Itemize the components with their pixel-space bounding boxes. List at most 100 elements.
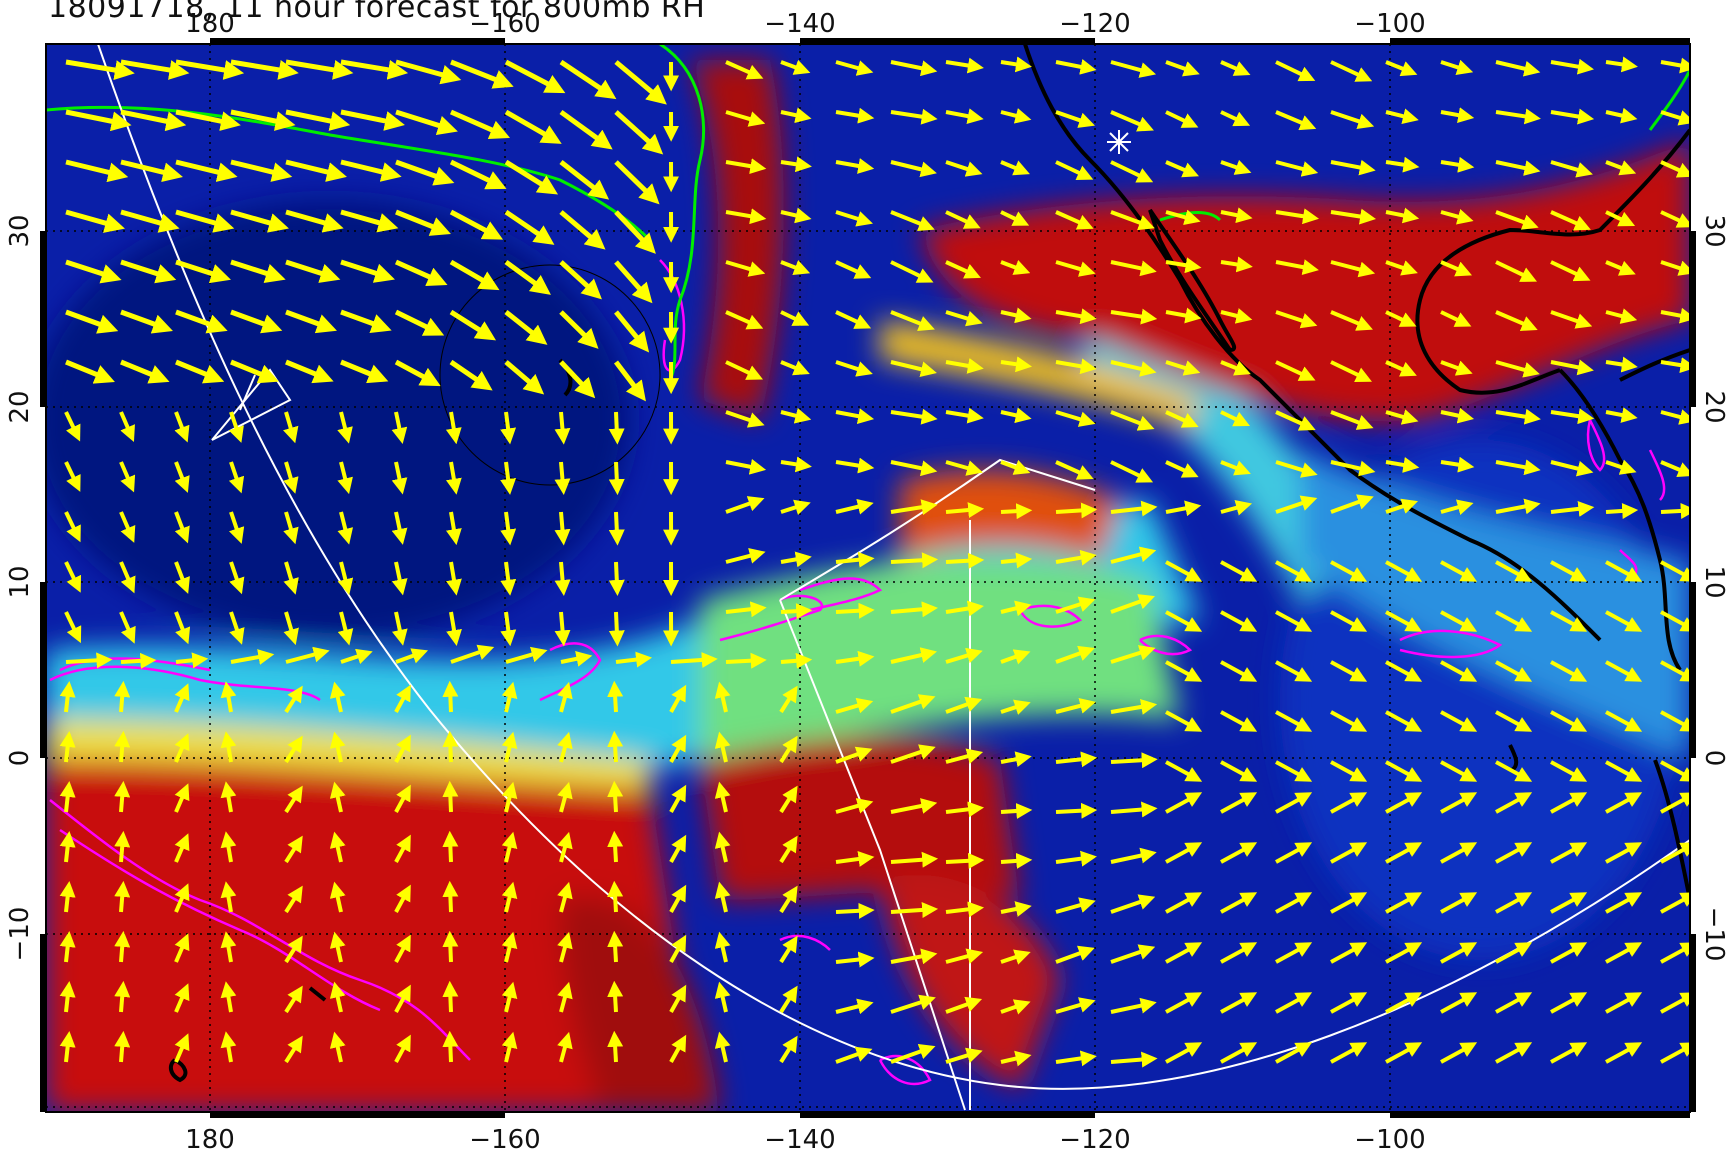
wind-vector	[1220, 207, 1253, 224]
wind-vector	[1330, 892, 1368, 914]
wind-vector	[505, 646, 548, 664]
wind-vector	[725, 110, 766, 127]
wind-vector	[283, 511, 299, 545]
wind-vector	[835, 408, 875, 425]
wind-vector	[220, 731, 237, 763]
wind-vector	[1385, 457, 1420, 473]
wind-vector	[1550, 160, 1593, 178]
wind-vector	[1660, 357, 1690, 374]
wind-vector	[1000, 751, 1032, 768]
wind-vector	[394, 784, 411, 813]
wind-vector	[554, 461, 571, 495]
wind-vector	[500, 511, 517, 546]
wind-vector	[1275, 460, 1318, 478]
wind-vector	[725, 60, 764, 80]
wind-vector	[394, 684, 411, 713]
wind-vector	[945, 460, 983, 476]
wind-vector	[174, 683, 190, 713]
wind-vector	[725, 360, 764, 380]
wind-vector	[504, 310, 548, 345]
wind-vector	[554, 411, 571, 445]
wind-vector	[835, 457, 875, 474]
lon-label-bottom: 180	[185, 1125, 235, 1155]
wind-vector	[114, 730, 131, 763]
wind-vector	[945, 160, 983, 177]
wind-vector	[1660, 942, 1690, 964]
wind-vector	[1165, 257, 1202, 274]
wind-vector	[608, 611, 625, 647]
wind-vector	[175, 159, 238, 182]
lat-label-right: 10	[1699, 565, 1729, 598]
wind-vector	[945, 600, 984, 617]
wind-vector	[1660, 110, 1690, 126]
wind-vector	[283, 411, 299, 444]
wind-vector	[607, 780, 624, 813]
wind-vector	[1165, 892, 1203, 914]
wind-vector	[1550, 460, 1594, 477]
wind-vector	[1330, 208, 1377, 225]
wind-vector	[114, 830, 131, 863]
wind-vector	[65, 359, 115, 384]
wind-vector	[945, 996, 983, 1014]
graticule	[46, 44, 1690, 1112]
lat-label-right: −10	[1699, 907, 1729, 962]
wind-vector	[1495, 360, 1540, 378]
wind-vector	[1165, 110, 1199, 128]
wind-vector	[395, 648, 429, 664]
wind-vector	[1440, 892, 1478, 914]
wind-vector	[560, 650, 593, 667]
wind-vector	[1495, 792, 1533, 814]
wind-vector	[1110, 594, 1155, 614]
wind-vector	[1165, 209, 1201, 226]
wind-vector	[1440, 710, 1478, 732]
wind-vector	[780, 603, 813, 620]
wind-vector	[945, 310, 983, 327]
wind-vector	[1605, 502, 1639, 519]
wind-vector	[284, 835, 303, 864]
wind-vector	[394, 309, 445, 336]
wind-vector	[780, 360, 810, 376]
wind-vector	[1385, 360, 1417, 377]
wind-vector	[1110, 460, 1154, 483]
wind-vector	[835, 60, 874, 76]
wind-vector	[1385, 660, 1423, 682]
wind-vector	[1330, 360, 1372, 382]
wind-vector	[1330, 760, 1368, 782]
wind-vector	[714, 681, 731, 713]
wind-vector	[174, 561, 190, 594]
wind-vector	[120, 652, 157, 669]
wind-vector	[945, 1047, 983, 1064]
wind-vector	[391, 611, 408, 646]
wind-vector	[1330, 560, 1368, 582]
wind-vector	[504, 59, 566, 94]
wind-vector	[557, 731, 573, 763]
wind-vector	[1550, 842, 1588, 864]
wind-vector	[1000, 600, 1032, 617]
wind-vector	[59, 980, 76, 1013]
wind-vector	[1550, 760, 1588, 782]
wind-vector	[337, 511, 354, 545]
wind-vector	[945, 108, 984, 125]
wind-vector	[174, 733, 190, 763]
wind-vector	[1000, 356, 1033, 373]
wind-vector	[174, 611, 191, 645]
wind-vector	[945, 948, 984, 964]
wind-vector	[1440, 209, 1474, 225]
wind-vector	[65, 159, 129, 183]
wind-vector	[1110, 160, 1154, 183]
wind-vector	[1495, 60, 1541, 77]
wind-vector	[1055, 596, 1096, 614]
wind-vector	[1605, 992, 1643, 1014]
wind-vector	[1495, 210, 1539, 230]
wind-vector	[114, 680, 131, 713]
wind-vector	[1000, 56, 1032, 73]
wind-vector	[890, 499, 938, 516]
wind-vector	[557, 931, 573, 963]
wind-vector	[1055, 645, 1095, 664]
wind-vector	[1440, 992, 1478, 1014]
wind-vector	[1440, 560, 1478, 582]
wind-vector	[607, 930, 624, 963]
wind-vector	[59, 1030, 76, 1063]
wind-vector	[450, 644, 495, 664]
wind-vector	[174, 833, 190, 863]
